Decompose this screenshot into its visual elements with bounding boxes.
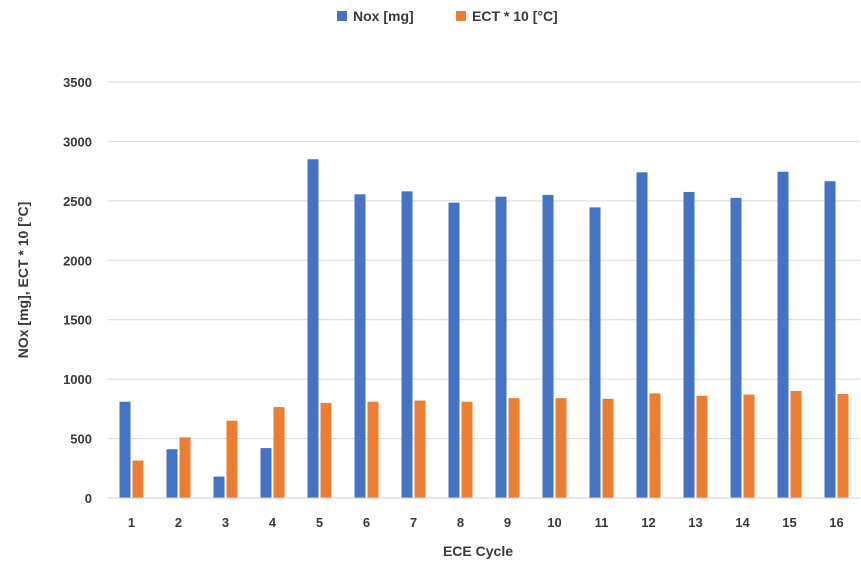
x-tick-label: 2 [175,515,182,530]
y-tick-label: 2500 [63,194,92,209]
y-tick-label: 1500 [63,313,92,328]
x-axis-title: ECE Cycle [443,543,513,559]
legend-label-nox: Nox [mg] [353,8,414,24]
ect-bar-2 [179,437,191,498]
y-tick-label: 3000 [63,134,92,149]
nox-bar-15 [777,171,789,499]
y-tick-label: 2000 [63,253,92,268]
nox-bar-14 [730,197,742,498]
nox-bar-12 [636,172,648,498]
nox-bar-8 [448,202,460,498]
nox-bar-7 [401,191,413,498]
x-tick-label: 6 [363,515,370,530]
ect-bar-8 [461,401,473,498]
ect-bar-16 [837,394,849,498]
nox-bar-13 [683,191,695,498]
y-tick-label: 0 [85,491,92,506]
x-tick-label: 14 [735,515,750,530]
x-tick-label: 16 [829,515,843,530]
gridlines [108,81,860,440]
nox-bar-5 [307,159,319,498]
nox-bar-10 [542,194,554,498]
nox-bar-9 [495,196,507,498]
x-tick-label: 9 [504,515,511,530]
nox-bar-16 [824,181,836,498]
y-axis-tick-labels: 0 500 1000 1500 2000 2500 3000 3500 [63,75,92,506]
legend-label-ect: ECT * 10 [°C] [472,8,558,24]
ect-bar-6 [367,401,379,498]
nox-bar-11 [589,207,601,498]
legend: Nox [mg] ECT * 10 [°C] [337,8,558,24]
x-tick-label: 11 [595,515,609,530]
x-tick-label: 15 [782,515,796,530]
nox-bar-4 [260,448,272,498]
ect-bar-14 [743,394,755,498]
x-tick-label: 3 [222,515,229,530]
ect-bar-4 [273,407,285,498]
legend-swatch-nox [337,11,347,21]
ect-bar-5 [320,402,332,498]
x-tick-label: 8 [457,515,464,530]
ect-bar-3 [226,420,238,498]
y-axis-title: NOx [mg], ECT * 10 [°C] [15,202,31,359]
x-axis-tick-labels: 1 2 3 4 5 6 7 8 9 10 11 12 13 14 15 16 [128,515,844,530]
ect-bar-7 [414,400,426,498]
ect-bar-13 [696,395,708,498]
ect-bar-11 [602,398,614,498]
legend-swatch-ect [456,11,466,21]
ect-bar-9 [508,398,520,498]
x-tick-label: 7 [410,515,417,530]
nox-bar-6 [354,194,366,498]
y-tick-label: 3500 [63,75,92,90]
bars [119,159,849,499]
x-tick-label: 12 [641,515,655,530]
ect-bar-12 [649,393,661,498]
x-tick-label: 10 [547,515,561,530]
x-tick-label: 5 [316,515,323,530]
y-tick-label: 1000 [63,372,92,387]
ect-bar-10 [555,398,567,498]
nox-bar-3 [213,476,225,498]
x-tick-label: 13 [688,515,702,530]
ect-bar-15 [790,391,802,498]
ect-bar-1 [132,460,144,498]
x-tick-label: 1 [128,515,135,530]
x-tick-label: 4 [269,515,277,530]
nox-bar-2 [166,449,178,498]
y-tick-label: 500 [70,432,92,447]
nox-bar-1 [119,401,131,498]
